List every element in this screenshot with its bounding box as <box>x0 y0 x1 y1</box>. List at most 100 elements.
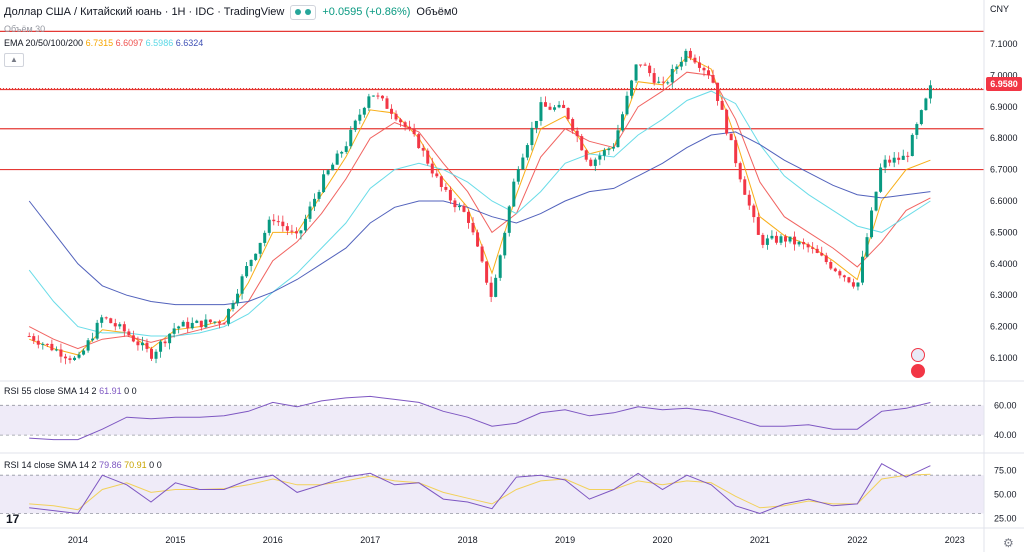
chevron-up-icon[interactable]: ▲ <box>4 53 24 67</box>
candle-up <box>100 317 104 323</box>
candle-down <box>725 109 729 134</box>
ema-100-line <box>28 90 931 337</box>
candle-down <box>36 340 40 345</box>
ema-20-value: 6.7315 <box>85 38 114 48</box>
candle-up <box>779 236 783 243</box>
candle-up <box>530 127 534 146</box>
status-badge <box>290 4 317 20</box>
ema-50-value: 6.6097 <box>115 38 144 48</box>
candle-up <box>879 167 883 192</box>
candle-down <box>145 342 149 349</box>
candle-up <box>684 50 688 62</box>
candle-up <box>86 340 90 351</box>
candle-down <box>408 126 412 129</box>
candle-down <box>376 95 380 97</box>
candle-down <box>476 232 480 247</box>
candle-down <box>380 95 384 99</box>
candle-down <box>793 236 797 245</box>
candle-down <box>163 341 167 344</box>
candle-down <box>467 211 471 223</box>
currency-label[interactable]: CNY <box>989 4 1009 14</box>
candle-up <box>865 237 869 257</box>
candle-down <box>888 159 892 163</box>
candle-down <box>186 321 190 329</box>
x-tick-label: 2014 <box>68 535 88 545</box>
rsi-14-value: 79.86 <box>99 460 122 470</box>
tradingview-logo[interactable]: 17 <box>6 512 20 526</box>
candle-up <box>326 170 330 175</box>
candle-up <box>675 66 679 69</box>
rsi-14-ma-value: 70.91 <box>124 460 147 470</box>
y-tick-label: 6.6000 <box>990 196 1018 206</box>
candle-up <box>788 236 792 242</box>
candle-up <box>73 357 77 360</box>
candle-up <box>498 255 502 278</box>
candle-up <box>915 124 919 135</box>
volume-study-label[interactable]: Объём 30 <box>4 24 45 34</box>
volume-study-name: Объём 30 <box>4 24 46 34</box>
rsi-14-y-tick: 25.00 <box>994 513 1017 523</box>
y-tick-label: 6.4000 <box>990 259 1018 269</box>
candle-down <box>747 194 751 206</box>
candle-up <box>267 219 271 233</box>
candle-down <box>394 113 398 120</box>
candle-down <box>652 73 656 83</box>
candle-up <box>892 157 896 163</box>
candle-up <box>172 328 176 334</box>
us-flag-event-icon[interactable] <box>911 348 925 362</box>
gear-icon[interactable]: ⚙ <box>1003 536 1014 550</box>
candle-down <box>743 179 747 195</box>
candle-down <box>63 356 67 359</box>
candle-down <box>761 234 765 245</box>
rsi-55-band <box>0 405 984 436</box>
candle-down <box>471 222 475 233</box>
cn-flag-event-icon[interactable] <box>911 364 925 378</box>
chart-header: Доллар США / Китайский юань · 1H · IDC ·… <box>4 4 462 20</box>
candle-up <box>331 164 335 171</box>
candle-up <box>679 61 683 67</box>
y-tick-label: 6.7000 <box>990 165 1018 175</box>
candle-up <box>371 95 375 97</box>
rsi-14-label[interactable]: RSI 14 close SMA 14 2 79.86 70.91 0 0 <box>4 460 162 470</box>
candle-down <box>113 323 117 327</box>
candle-up <box>303 218 307 231</box>
candle-down <box>575 130 579 137</box>
rsi-14-y-tick: 75.00 <box>994 465 1017 475</box>
x-tick-label: 2020 <box>652 535 672 545</box>
x-tick-label: 2019 <box>555 535 575 545</box>
candle-down <box>59 349 63 357</box>
ema-study-label[interactable]: EMA 20/50/100/200 6.7315 6.6097 6.5986 6… <box>4 38 203 48</box>
data-status-icon <box>305 9 312 15</box>
rsi-55-y-tick: 60.00 <box>994 400 1017 410</box>
candle-down <box>847 277 851 283</box>
symbol-title[interactable]: Доллар США / Китайский юань · 1H · IDC ·… <box>4 6 285 18</box>
candle-up <box>226 308 230 324</box>
rsi-55-label[interactable]: RSI 55 close SMA 14 2 61.91 0 0 <box>4 386 137 396</box>
candle-down <box>417 134 421 149</box>
candle-up <box>507 206 511 233</box>
candle-up <box>516 169 520 182</box>
candle-up <box>340 151 344 154</box>
candle-up <box>231 303 235 309</box>
candle-up <box>362 107 366 115</box>
candle-down <box>276 221 280 223</box>
candle-down <box>639 64 643 66</box>
candle-up <box>299 230 303 234</box>
candle-up <box>258 242 262 254</box>
rsi-14-band <box>0 475 984 514</box>
candle-up <box>168 333 172 344</box>
candle-down <box>784 236 788 242</box>
candle-up <box>54 349 58 351</box>
y-tick-label: 7.1000 <box>990 39 1018 49</box>
candle-down <box>829 262 833 269</box>
candle-up <box>874 191 878 211</box>
candle-down <box>811 247 815 249</box>
candle-down <box>838 271 842 276</box>
candle-down <box>906 155 910 157</box>
candle-up <box>521 157 525 170</box>
candle-down <box>444 186 448 190</box>
candle-up <box>195 320 199 323</box>
candle-down <box>661 81 665 83</box>
